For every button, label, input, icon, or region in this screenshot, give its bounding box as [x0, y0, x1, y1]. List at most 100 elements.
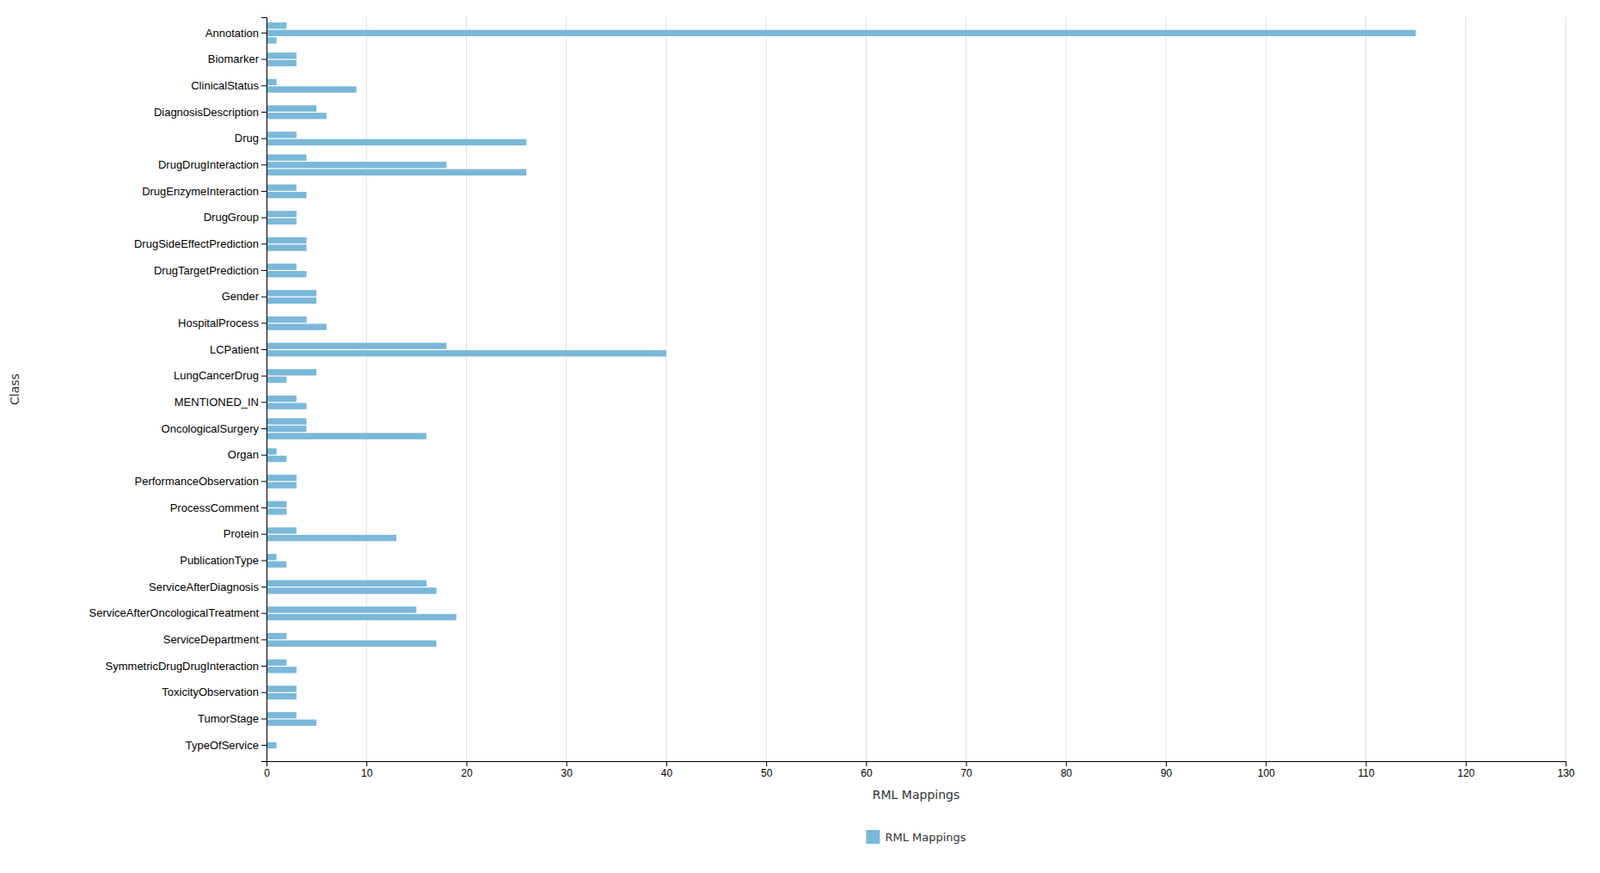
y-tick-mark: [261, 717, 267, 719]
bar: [266, 587, 437, 594]
bar: [266, 131, 297, 138]
x-tick-label: 0: [263, 766, 270, 779]
y-tick-mark: [261, 349, 267, 350]
legend-swatch: [865, 829, 880, 844]
y-tick: PerformanceObservation: [134, 474, 267, 488]
y-tick-label: Organ: [227, 447, 259, 461]
x-tick: 110: [1357, 760, 1374, 779]
grid-line: [1265, 17, 1267, 761]
y-tick: ServiceAfterDiagnosis: [148, 580, 267, 594]
bar: [266, 580, 427, 587]
bar: [266, 447, 277, 454]
bar: [266, 104, 317, 111]
bar: [266, 112, 327, 119]
y-tick: DrugDrugInteraction: [158, 158, 267, 172]
grid-line: [465, 17, 467, 761]
bar: [266, 501, 287, 508]
bar: [266, 218, 297, 225]
y-tick: LCPatient: [209, 343, 267, 356]
y-tick-mark: [261, 480, 267, 482]
y-tick-label: Gender: [221, 289, 260, 303]
bar: [266, 425, 307, 432]
grid-line: [965, 17, 967, 761]
bar: [266, 402, 307, 409]
y-tick-mark: [261, 613, 267, 614]
x-tick-mark: [1066, 760, 1067, 767]
bar: [266, 692, 297, 699]
y-tick-label: TypeOfService: [185, 738, 259, 752]
x-tick: 10: [361, 760, 374, 779]
y-tick-label: DrugDrugInteraction: [158, 158, 259, 172]
y-tick-label: ServiceDepartment: [163, 632, 260, 646]
y-tick: ClinicalStatus: [190, 79, 267, 92]
bar: [266, 395, 297, 402]
y-tick-label: Biomarker: [208, 52, 260, 66]
x-tick-mark: [566, 760, 568, 767]
bar: [266, 79, 277, 86]
x-tick-mark: [1565, 760, 1567, 767]
bar: [266, 534, 397, 541]
bar: [266, 161, 447, 168]
bar: [266, 613, 457, 620]
x-tick-label: 50: [760, 766, 773, 779]
y-tick: Gender: [221, 289, 267, 303]
y-tick: ServiceAfterOncologicalTreatment: [89, 606, 268, 620]
x-tick-mark: [766, 760, 767, 767]
legend: RML Mappings: [865, 829, 966, 844]
bar: [266, 527, 297, 534]
x-axis-line: [267, 761, 1567, 767]
y-tick: Organ: [227, 447, 267, 461]
y-tick-label: DrugTargetPrediction: [153, 263, 259, 277]
bar: [266, 711, 297, 718]
bar: [266, 22, 287, 29]
bar: [266, 432, 427, 439]
y-tick-mark: [261, 59, 267, 61]
x-tick-label: 110: [1357, 766, 1374, 779]
x-tick-mark: [1465, 760, 1467, 767]
bar: [266, 139, 527, 146]
bar: [266, 270, 307, 277]
x-tick: 90: [1160, 760, 1173, 779]
bar: [266, 52, 297, 59]
y-tick: Biomarker: [208, 52, 267, 66]
y-tick-label: PublicationType: [179, 553, 259, 567]
y-tick-mark: [261, 32, 267, 34]
bars: [266, 22, 1417, 748]
y-tick-label: Drug: [234, 131, 259, 145]
x-tick-label: 40: [661, 766, 674, 779]
bar: [266, 741, 277, 748]
y-tick-mark: [261, 638, 267, 640]
bar: [266, 237, 307, 244]
y-tick: ServiceDepartment: [163, 632, 267, 646]
bar: [266, 60, 297, 67]
x-tick: 50: [760, 760, 773, 779]
y-tick-mark: [261, 217, 267, 219]
x-tick: 80: [1060, 760, 1073, 779]
grid-line: [1365, 17, 1367, 761]
grid-line: [865, 17, 867, 761]
y-tick: DiagnosisDescription: [153, 105, 267, 119]
x-tick-label: 100: [1257, 766, 1276, 779]
y-tick: DrugSideEffectPrediction: [134, 237, 267, 251]
bar: [266, 481, 297, 488]
x-tick-mark: [666, 760, 668, 767]
y-tick-mark: [261, 428, 267, 430]
y-tick-label: SymmetricDrugDrugInteraction: [105, 659, 259, 673]
x-tick: 120: [1457, 760, 1475, 779]
y-tick-label: PerformanceObservation: [134, 474, 259, 488]
x-tick-mark: [1366, 760, 1368, 767]
y-tick: DrugGroup: [203, 210, 267, 224]
y-tick-mark: [261, 138, 267, 140]
y-tick-label: DrugGroup: [203, 210, 259, 224]
bar: [266, 316, 307, 323]
y-tick: PublicationType: [179, 553, 267, 567]
y-axis-title: Class: [7, 373, 22, 405]
x-tick: 130: [1557, 760, 1575, 779]
y-tick-label: DiagnosisDescription: [153, 105, 259, 119]
y-tick: ToxicityObservation: [161, 685, 267, 699]
grid-line: [665, 17, 667, 761]
y-tick-mark: [261, 269, 267, 271]
bar: [266, 553, 277, 560]
y-axis: AnnotationBiomarkerClinicalStatusDiagnos…: [89, 18, 268, 762]
grid-line: [366, 17, 368, 761]
